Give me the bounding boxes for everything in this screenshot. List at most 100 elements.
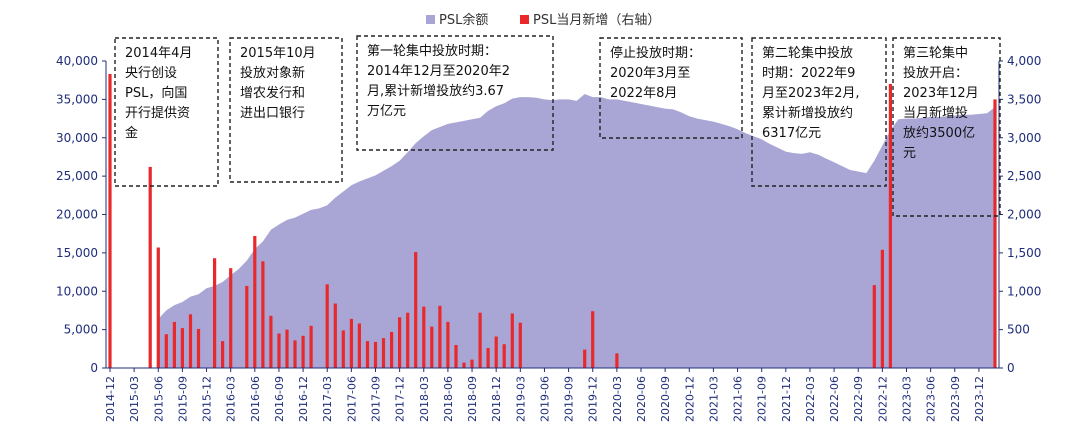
x-tick-label: 2017-03	[321, 376, 334, 422]
monthly-bar	[301, 335, 305, 368]
x-tick-label: 2020-09	[659, 376, 672, 422]
annotation-line: 2015年10月	[240, 46, 316, 61]
annotation-line: 万亿元	[367, 104, 406, 119]
monthly-bar	[454, 345, 458, 368]
monthly-bar	[462, 362, 466, 368]
legend: PSL余额 PSL当月新增（右轴）	[426, 12, 660, 28]
x-tick-label: 2015-03	[128, 376, 141, 422]
annotation-text: 第三轮集中投放开启： 2023年12月当月新增投放约3500亿元	[903, 45, 979, 161]
monthly-bar	[591, 311, 595, 368]
x-tick-label: 2015-09	[176, 376, 189, 422]
monthly-bar	[615, 353, 619, 368]
annotation-text: 第二轮集中投放时期：2022年9 月至2023年2月, 累计新增投放约 6317亿元	[762, 45, 860, 141]
annotation-line: 2023年12月	[903, 86, 979, 101]
monthly-bar	[381, 338, 386, 368]
x-tick-label: 2016-06	[249, 376, 262, 422]
monthly-bar	[245, 285, 249, 368]
annotation-line: 停止投放时期：	[610, 45, 701, 61]
x-tick-label: 2022-12	[876, 376, 889, 422]
legend-label-balance: PSL余额	[439, 12, 488, 28]
annotation-line: 第二轮集中投放	[762, 45, 853, 61]
monthly-bar	[180, 328, 184, 368]
monthly-bar	[446, 321, 450, 368]
x-tick-label: 2022-06	[828, 376, 841, 422]
x-tick-label: 2020-12	[683, 376, 696, 422]
x-tick-label: 2017-12	[394, 376, 407, 422]
x-tick-label: 2017-09	[370, 376, 383, 422]
annotation-line: 增农发行和	[240, 85, 305, 101]
left-tick-label: 30,000	[56, 131, 98, 145]
annotation-box	[599, 37, 743, 139]
monthly-bars-layer	[108, 74, 997, 369]
annotation-line: 月,累计新增投放约3.67	[367, 83, 504, 99]
monthly-bar	[349, 318, 353, 368]
monthly-bar	[277, 333, 281, 368]
annotation-text: 2014年4月央行创设 PSL，向国开行提供资金	[125, 46, 192, 141]
annotation-text: 停止投放时期： 2020年3月至 2022年8月	[610, 45, 701, 101]
legend-label-monthly: PSL当月新增（右轴）	[533, 12, 660, 28]
monthly-bar	[164, 334, 168, 368]
right-tick-label: 1,000	[1007, 284, 1041, 298]
x-tick-label: 2022-09	[852, 376, 865, 422]
annotation-box	[751, 37, 887, 187]
x-tick-label: 2016-12	[297, 376, 310, 422]
annotation-box	[114, 37, 219, 187]
monthly-bar	[213, 258, 217, 368]
annotation-box	[356, 35, 554, 151]
monthly-bar	[156, 247, 160, 368]
axes: 0 5,000 10,000 15,000 20,000 25,000 30,000 35,0…	[56, 54, 1041, 422]
balance-area	[158, 94, 996, 368]
left-tick-label: 20,000	[56, 208, 98, 222]
annotation-line: PSL，向国	[125, 85, 187, 101]
annotation-line: 月至2023年2月,	[762, 86, 860, 101]
monthly-bar	[196, 328, 201, 368]
x-tick-label: 2023-12	[973, 376, 986, 422]
monthly-bar	[333, 303, 337, 368]
monthly-bar	[309, 325, 313, 368]
right-tick-label: 500	[1007, 323, 1030, 337]
monthly-bar	[438, 305, 442, 368]
annotation-text: 2015年10月投放对象新增农发行和进出口银行	[240, 46, 316, 121]
x-tick-label: 2022-03	[804, 376, 817, 422]
monthly-bar	[414, 252, 418, 368]
annotation-line: 累计新增投放约	[762, 105, 853, 121]
monthly-bar	[494, 336, 498, 368]
legend-swatch-balance	[426, 15, 435, 24]
annotation-line: 第一轮集中投放时期：	[367, 43, 497, 59]
monthly-bar	[293, 340, 297, 368]
monthly-bar	[422, 306, 426, 368]
annotations: 2014年4月央行创设 PSL，向国开行提供资金 2015年10月投放对象新增农发行…	[114, 35, 1001, 217]
x-tick-label: 2019-12	[587, 376, 600, 422]
annotation-line: 2022年8月	[610, 86, 677, 101]
annotation-box	[229, 37, 343, 183]
x-tick-label: 2019-03	[514, 376, 527, 422]
right-tick-label: 2,500	[1007, 169, 1041, 183]
monthly-bar	[406, 312, 410, 368]
monthly-bar	[398, 317, 402, 368]
annotation-line: 投放开启：	[903, 65, 968, 81]
annotation-line: 当月新增投	[903, 105, 968, 121]
x-tick-label: 2023-06	[925, 376, 938, 422]
x-tick-label: 2017-06	[345, 376, 358, 422]
x-tick-label: 2016-09	[273, 376, 286, 422]
annotation-line: 开行提供资	[125, 105, 190, 121]
annotation-line: 2020年3月至	[610, 66, 690, 81]
x-tick-label: 2021-06	[732, 376, 745, 422]
left-tick-label: 0	[90, 361, 98, 375]
monthly-bar	[486, 348, 490, 368]
monthly-bar	[261, 261, 265, 368]
x-tick-label: 2021-12	[780, 376, 793, 422]
monthly-bar	[221, 341, 225, 368]
monthly-bar	[872, 285, 876, 368]
monthly-bar	[373, 341, 378, 368]
monthly-bar	[518, 322, 522, 368]
right-tick-label: 3,000	[1007, 131, 1041, 145]
right-tick-label: 2,000	[1007, 208, 1041, 222]
x-tick-label: 2015-12	[201, 376, 214, 422]
annotation-text: 第一轮集中投放时期： 2014年12月至2020年2 月,累计新增投放约3.67 万亿…	[367, 43, 510, 119]
legend-swatch-monthly	[520, 15, 529, 24]
x-tick-label: 2023-03	[901, 376, 914, 422]
left-tick-label: 35,000	[56, 92, 98, 106]
annotation-box	[892, 37, 1001, 217]
annotation-line: 元	[903, 146, 916, 161]
